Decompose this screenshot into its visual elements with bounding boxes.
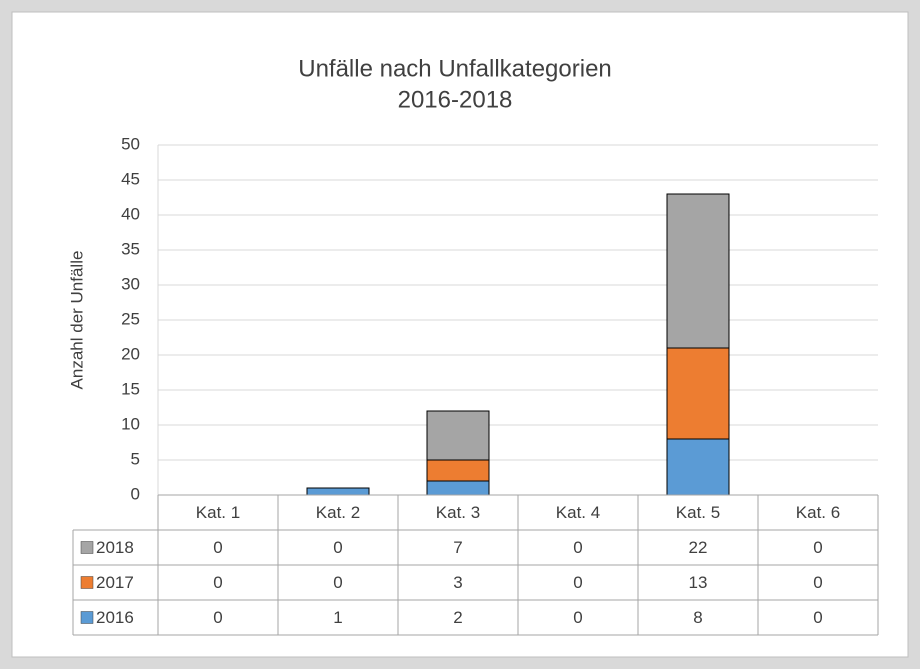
legend-label: 2018: [96, 538, 134, 557]
x-tick-label: Kat. 2: [316, 503, 360, 522]
x-tick-label: Kat. 6: [796, 503, 840, 522]
table-value: 1: [333, 608, 342, 627]
legend-label: 2016: [96, 608, 134, 627]
y-tick-label: 50: [121, 134, 140, 153]
bar-segment: [666, 193, 730, 349]
bar-segment: [426, 410, 490, 461]
table-value: 0: [213, 538, 222, 557]
y-tick-label: 15: [121, 379, 140, 398]
chart-title: Unfälle nach Unfallkategorien: [298, 55, 612, 82]
table-value: 0: [813, 538, 822, 557]
y-tick-label: 35: [121, 239, 140, 258]
legend-swatch: [80, 611, 94, 624]
table-value: 0: [813, 573, 822, 592]
table-value: 0: [213, 608, 222, 627]
table-value: 8: [693, 608, 702, 627]
table-value: 0: [333, 573, 342, 592]
x-tick-label: Kat. 1: [196, 503, 240, 522]
y-tick-label: 10: [121, 414, 140, 433]
bar-segment: [666, 438, 730, 496]
chart-subtitle: 2016-2018: [398, 86, 513, 113]
table-value: 0: [213, 573, 222, 592]
legend-label: 2017: [96, 573, 134, 592]
table-value: 3: [453, 573, 462, 592]
x-tick-label: Kat. 4: [556, 503, 600, 522]
bar-segment: [306, 487, 370, 496]
y-axis-label: Anzahl der Unfälle: [67, 251, 86, 390]
table-value: 22: [689, 538, 708, 557]
y-tick-label: 0: [131, 484, 140, 503]
table-value: 13: [689, 573, 708, 592]
x-tick-label: Kat. 3: [436, 503, 480, 522]
x-tick-label: Kat. 5: [676, 503, 720, 522]
table-value: 0: [333, 538, 342, 557]
legend-swatch: [80, 576, 94, 589]
y-tick-label: 30: [121, 274, 140, 293]
table-value: 0: [813, 608, 822, 627]
legend-swatch: [80, 541, 94, 554]
bar-segment: [426, 459, 490, 482]
table-value: 2: [453, 608, 462, 627]
y-tick-label: 40: [121, 204, 140, 223]
y-tick-label: 25: [121, 309, 140, 328]
table-value: 7: [453, 538, 462, 557]
bar-segment: [666, 347, 730, 440]
chart-area: [11, 11, 909, 658]
table-value: 0: [573, 538, 582, 557]
bar-segment: [426, 480, 490, 496]
y-tick-label: 20: [121, 344, 140, 363]
table-value: 0: [573, 608, 582, 627]
y-tick-label: 5: [131, 449, 140, 468]
y-tick-label: 45: [121, 169, 140, 188]
table-value: 0: [573, 573, 582, 592]
